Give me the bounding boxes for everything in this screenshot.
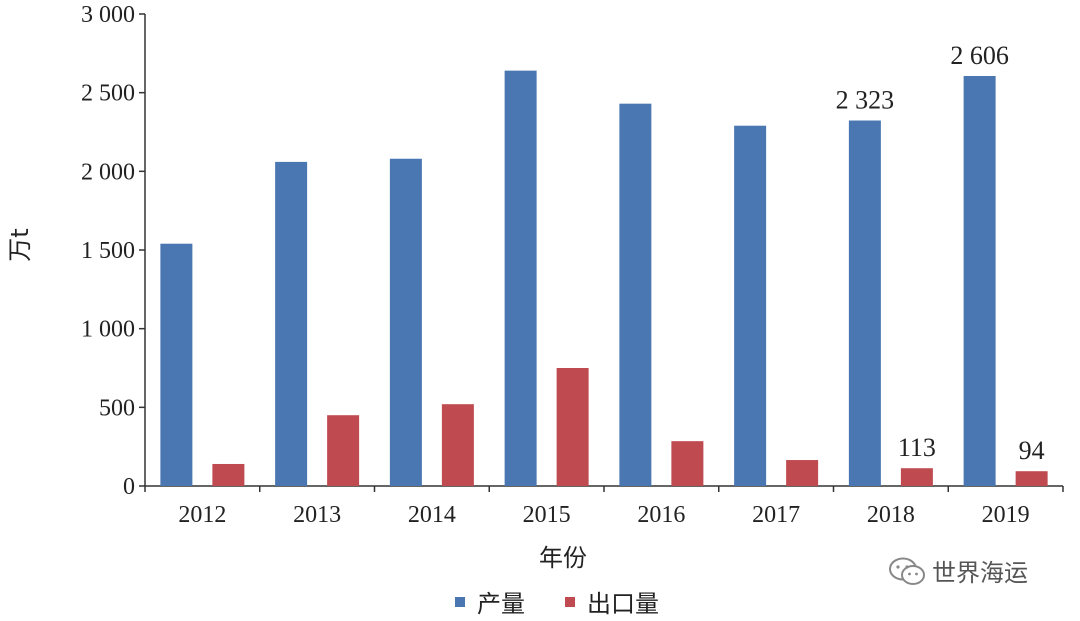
x-tick-label: 2012 bbox=[178, 502, 226, 528]
y-tick-label: 0 bbox=[123, 474, 135, 500]
bar-production-2014 bbox=[389, 158, 422, 486]
data-label: 2 606 bbox=[950, 41, 1009, 70]
watermark: 世界海运 bbox=[888, 553, 1028, 588]
y-tick-label: 500 bbox=[99, 395, 135, 421]
bar-export-2014 bbox=[441, 404, 474, 486]
bars-group bbox=[160, 70, 1048, 487]
bar-export-2016 bbox=[671, 441, 704, 486]
bar-export-2018 bbox=[900, 468, 933, 486]
bar-production-2015 bbox=[504, 70, 537, 486]
bar-production-2013 bbox=[275, 161, 308, 487]
y-tick-label: 2 500 bbox=[81, 81, 135, 107]
bar-production-2017 bbox=[734, 125, 767, 486]
x-tick-label: 2013 bbox=[293, 502, 341, 528]
x-tick-label: 2018 bbox=[867, 502, 915, 528]
x-tick-label: 2016 bbox=[637, 502, 685, 528]
y-tick-label: 1 000 bbox=[81, 317, 135, 343]
bar-export-2017 bbox=[786, 460, 819, 486]
bar-export-2015 bbox=[556, 368, 589, 486]
y-axis: 0 500 1 000 1 500 2 000 2 500 3 000 bbox=[81, 2, 146, 500]
data-label: 113 bbox=[898, 433, 936, 462]
bar-production-2019 bbox=[963, 75, 996, 487]
y-tick-label: 3 000 bbox=[81, 2, 135, 28]
x-tick-label: 2014 bbox=[408, 502, 456, 528]
x-tick-label: 2017 bbox=[752, 502, 800, 528]
data-label: 2 323 bbox=[836, 86, 895, 115]
bar-export-2019 bbox=[1015, 471, 1048, 486]
bar-export-2012 bbox=[212, 463, 245, 486]
legend-label-export: 出口量 bbox=[587, 590, 659, 618]
legend-item-export: 出口量 bbox=[565, 584, 659, 619]
data-labels-group: 2 323 2 606 113 94 bbox=[836, 41, 1045, 465]
y-tick-label: 1 500 bbox=[81, 238, 135, 264]
bar-production-2012 bbox=[160, 243, 193, 486]
x-tick-label: 2019 bbox=[982, 502, 1030, 528]
x-axis-title: 年份 bbox=[539, 544, 587, 572]
legend-swatch-production bbox=[455, 596, 465, 607]
wechat-icon bbox=[889, 557, 925, 585]
legend-label-production: 产量 bbox=[477, 590, 525, 618]
bar-export-2013 bbox=[327, 415, 360, 486]
legend-item-production: 产量 bbox=[455, 584, 525, 619]
x-tick-label: 2015 bbox=[523, 502, 571, 528]
data-label: 94 bbox=[1019, 436, 1045, 465]
legend-swatch-export bbox=[565, 596, 575, 607]
bar-production-2018 bbox=[848, 120, 881, 487]
y-axis-title: 万t bbox=[6, 228, 34, 261]
bar-production-2016 bbox=[619, 103, 652, 487]
legend: 产量 出口量 bbox=[455, 584, 699, 619]
watermark-text: 世界海运 bbox=[932, 559, 1028, 587]
x-axis: 2012 2013 2014 2015 2016 2017 2018 2019 bbox=[144, 485, 1064, 528]
y-tick-label: 2 000 bbox=[81, 159, 135, 185]
